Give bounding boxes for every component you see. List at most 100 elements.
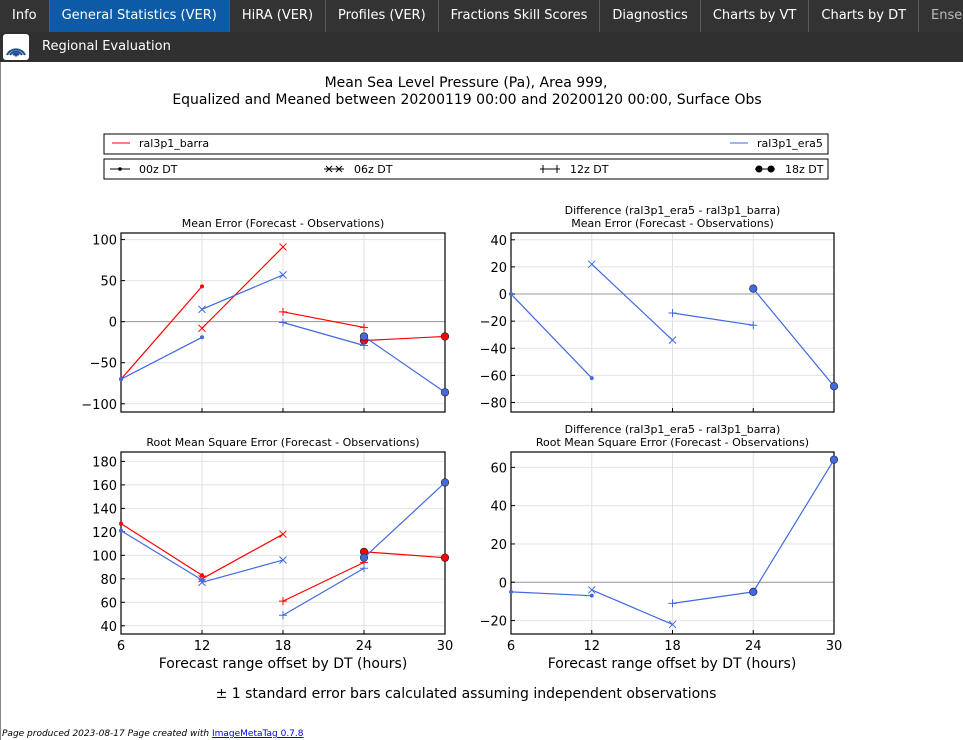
diff-mean-error-title: Difference (ral3p1_era5 - ral3p1_barra) <box>565 204 781 217</box>
content-area <box>0 62 963 740</box>
tab-ensemble[interactable]: Ense <box>919 0 963 32</box>
rmse-series-ral3p1-barra-06z <box>198 530 287 583</box>
mean-error-series-ral3p1-era5-06z <box>198 271 287 314</box>
rmse-series-ral3p1-era5-12z <box>279 564 368 620</box>
mean-error-series-ral3p1-barra-18z-point <box>440 332 450 341</box>
mean-error-series-ral3p1-barra-06z-point <box>279 243 287 251</box>
rmse-series-ral3p1-era5-06z-line <box>201 559 284 583</box>
diff-rmse-series-12z <box>668 587 758 608</box>
rmse-y-tick-label: 160 <box>92 479 117 494</box>
diff-mean-error-y-tick-label: −60 <box>480 369 507 384</box>
diff-rmse-series-12z-line <box>672 591 754 604</box>
diff-rmse-series-00z-point <box>589 593 594 598</box>
rmse-series-ral3p1-barra-00z-point <box>119 521 123 526</box>
tab-charts-by-dt[interactable]: Charts by DT <box>809 0 920 32</box>
mean-error-chart: 100 50 0 −50 −100 Mean Error (Forecast - Obse… <box>81 217 450 413</box>
rmse-series-ral3p1-barra-12z-line <box>282 561 365 602</box>
rmse-series-ral3p1-era5-00z-point <box>119 528 123 533</box>
rmse-title: Root Mean Square Error (Forecast - Obser… <box>146 436 419 449</box>
model-legend: ral3p1_barra ral3p1_era5 <box>103 133 829 155</box>
legend-06z-marker <box>324 165 344 173</box>
legend-barra-label: ral3p1_barra <box>139 137 209 150</box>
diff-mean-error-series-00z <box>509 292 594 381</box>
rmse-series-ral3p1-era5-06z-point <box>198 578 206 587</box>
diff-mean-error-series-18z-point <box>749 284 758 293</box>
rmse-y-tick-label: 100 <box>92 549 117 564</box>
mean-error-series-ral3p1-barra-00z-point <box>200 284 204 289</box>
tab-diagnostics[interactable]: Diagnostics <box>600 0 701 32</box>
tab-general-statistics[interactable]: General Statistics (VER) <box>49 0 230 32</box>
rmse-chart: 6 12 18 24 30 180 160 140 120 100 80 60 40 Root Mean … <box>92 436 453 654</box>
diff-mean-error-chart: 40 20 0 −20 −40 −60 −80 Difference (ral3p1_era5… <box>480 204 839 413</box>
diff-mean-error-y-tick-label: −80 <box>480 397 507 412</box>
figure-footnote: ± 1 standard error bars calculated assum… <box>216 686 717 702</box>
diff-mean-error-y-tick-label: 20 <box>490 261 507 276</box>
rmse-y-tick-label: 60 <box>100 596 117 611</box>
legend-18z-marker <box>755 165 775 173</box>
mean-error-series-ral3p1-era5-00z-line <box>120 336 203 380</box>
marker-legend: 00z DT 06z DT 12z DT 18z DT <box>103 158 829 180</box>
rmse-series-ral3p1-era5-18z-point <box>359 553 369 562</box>
diff-mean-error-series-12z-point <box>749 321 758 330</box>
figure-title-line1: Mean Sea Level Pressure (Pa), Area 999, <box>325 75 608 91</box>
radar-wave-icon[interactable] <box>3 34 29 60</box>
rmse-series-ral3p1-barra-00z-line <box>120 523 203 576</box>
rmse-y-tick-label: 120 <box>92 526 117 541</box>
diff-mean-error-series-18z-point <box>829 382 839 391</box>
diff-mean-error-series-00z-point <box>589 376 594 381</box>
mean-error-y-tick-label: 50 <box>100 275 117 290</box>
rmse-x-tick-label: 6 <box>117 639 125 654</box>
tab-info[interactable]: Info <box>0 0 50 32</box>
diff-rmse-x-tick-label: 18 <box>664 639 681 654</box>
mean-error-series-ral3p1-barra-00z <box>119 284 204 382</box>
diff-mean-error-series-00z-point <box>509 292 513 297</box>
diff-rmse-y-tick-label: 60 <box>490 461 507 476</box>
mean-error-series-ral3p1-era5-12z-point <box>279 318 287 327</box>
diff-rmse-y-tick-label: −20 <box>480 615 507 630</box>
diff-rmse-x-tick-label: 12 <box>583 639 600 654</box>
rmse-series-ral3p1-era5-12z-line <box>282 567 365 616</box>
mean-error-series-ral3p1-barra-06z-point <box>198 324 206 333</box>
diff-rmse-title: Difference (ral3p1_era5 - ral3p1_barra) <box>565 423 781 436</box>
diff-mean-error-y-tick-label: 40 <box>490 234 507 249</box>
diff-rmse-y-tick-label: 20 <box>490 538 507 553</box>
rmse-x-tick-label: 24 <box>356 639 373 654</box>
mean-error-series-ral3p1-era5-12z-point <box>360 341 368 350</box>
diff-rmse-y-tick-label: 0 <box>499 576 507 591</box>
tab-hira[interactable]: HiRA (VER) <box>230 0 327 32</box>
rmse-series-ral3p1-era5-12z-point <box>279 611 287 620</box>
rmse-series-ral3p1-era5-06z <box>198 556 287 587</box>
diff-rmse-series-06z-point <box>587 586 596 594</box>
mean-error-series-ral3p1-era5-18z <box>359 332 450 397</box>
tab-charts-by-vt[interactable]: Charts by VT <box>701 0 810 32</box>
diff-rmse-series-06z-point <box>668 620 677 629</box>
imagemetatag-link[interactable]: ImageMetaTag 0.7.8 <box>211 729 304 739</box>
diff-mean-error-y-tick-label: −20 <box>480 315 507 330</box>
statistics-figure: Mean Sea Level Pressure (Pa), Area 999, … <box>81 75 843 702</box>
rmse-x-tick-label: 18 <box>275 639 292 654</box>
sub-header: Regional Evaluation <box>0 32 963 62</box>
x-axis-label-left: Forecast range offset by DT (hours) <box>159 656 408 672</box>
diff-mean-error-y-tick-label: 0 <box>499 288 507 303</box>
mean-error-series-ral3p1-era5-18z-point <box>359 332 369 341</box>
diff-rmse-chart: 6 12 18 24 30 60 40 20 0 −20 Difference (ral3p1_er… <box>480 423 843 654</box>
rmse-series-ral3p1-barra-12z-point <box>279 597 287 606</box>
tab-profiles[interactable]: Profiles (VER) <box>326 0 439 32</box>
mean-error-series-ral3p1-era5-18z-line <box>363 335 446 393</box>
diff-mean-error-series-00z-line <box>510 293 593 379</box>
diff-rmse-series-18z-line <box>752 459 835 593</box>
rmse-series-ral3p1-era5-06z-point <box>279 556 287 564</box>
legend-00z-label: 00z DT <box>139 163 178 176</box>
mean-error-y-tick-label: 100 <box>92 234 117 249</box>
rmse-series-ral3p1-barra-06z-line <box>201 533 284 580</box>
footer-text: Page produced 2023-08-17 Page created wi… <box>2 729 212 739</box>
tab-fractions-skill-scores[interactable]: Fractions Skill Scores <box>439 0 601 32</box>
mean-error-series-ral3p1-barra-00z-line <box>120 285 203 380</box>
rmse-series-ral3p1-era5-18z-line <box>363 482 446 559</box>
legend-era5-label: ral3p1_era5 <box>757 137 823 150</box>
rmse-series-ral3p1-barra-00z <box>119 521 204 578</box>
diff-rmse-series-18z-point <box>749 587 758 596</box>
mean-error-title: Mean Error (Forecast - Observations) <box>182 217 385 230</box>
mean-error-series-ral3p1-barra-06z <box>198 243 287 333</box>
rmse-series-ral3p1-era5-18z <box>359 478 450 562</box>
